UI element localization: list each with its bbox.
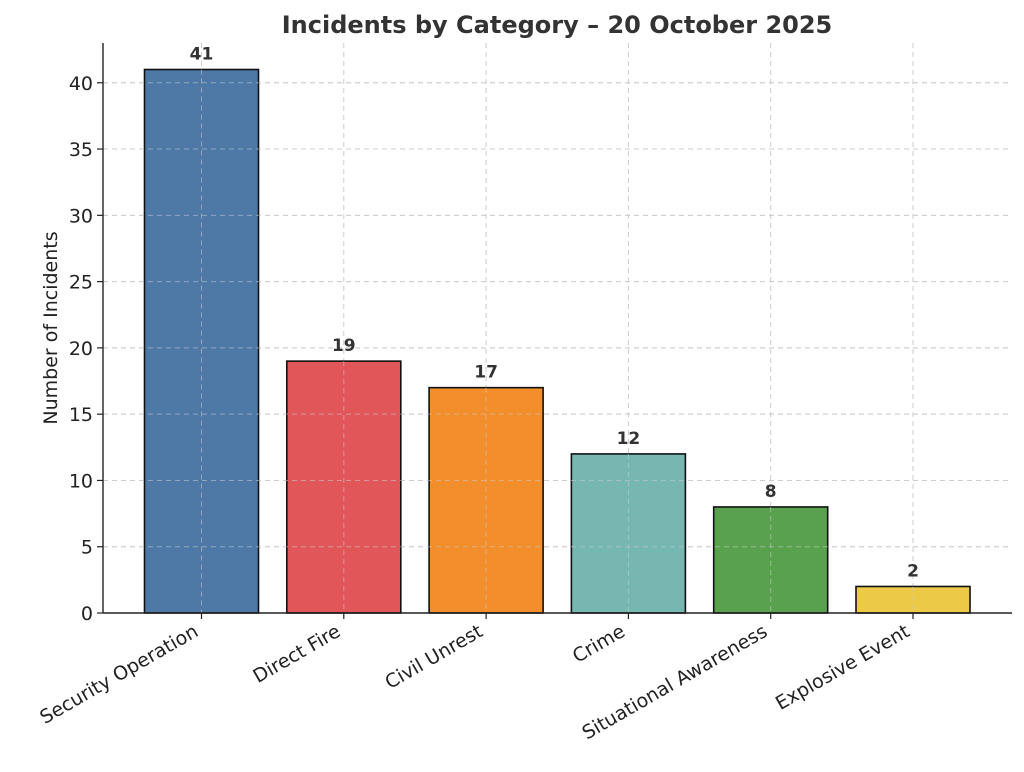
data-label: 2 — [907, 561, 919, 581]
y-tick-label: 20 — [69, 338, 93, 360]
y-tick-label: 0 — [81, 603, 93, 625]
axes — [102, 43, 1012, 614]
bars — [103, 68, 1012, 614]
y-axis-label: Number of Incidents — [40, 231, 62, 424]
y-tick-label: 5 — [81, 537, 93, 559]
y-tick-label: 40 — [69, 73, 93, 95]
data-label: 41 — [190, 45, 214, 65]
x-tick-label: Direct Fire — [249, 620, 344, 687]
x-tick-label: Civil Unrest — [381, 620, 486, 693]
y-tick-label: 25 — [69, 272, 93, 294]
data-labels: 41 19 17 12 8 2 — [190, 45, 919, 582]
data-label: 19 — [332, 336, 356, 356]
y-tick-label: 10 — [69, 470, 93, 492]
data-label: 12 — [617, 429, 641, 449]
y-tick-label: 35 — [69, 139, 93, 161]
y-tick-label: 15 — [69, 404, 93, 426]
x-tick-label: Security Operation — [36, 620, 202, 728]
y-tick-labels: 0 5 10 15 20 25 30 35 40 — [69, 73, 103, 625]
y-tick-label: 30 — [69, 205, 93, 227]
data-label: 8 — [765, 482, 777, 502]
chart-title: Incidents by Category – 20 October 2025 — [282, 11, 833, 39]
x-tick-labels: Security Operation Direct Fire Civil Unres… — [36, 613, 914, 744]
x-tick-label: Crime — [569, 620, 629, 667]
x-tick-label: Explosive Event — [772, 620, 914, 714]
data-label: 17 — [474, 363, 498, 383]
